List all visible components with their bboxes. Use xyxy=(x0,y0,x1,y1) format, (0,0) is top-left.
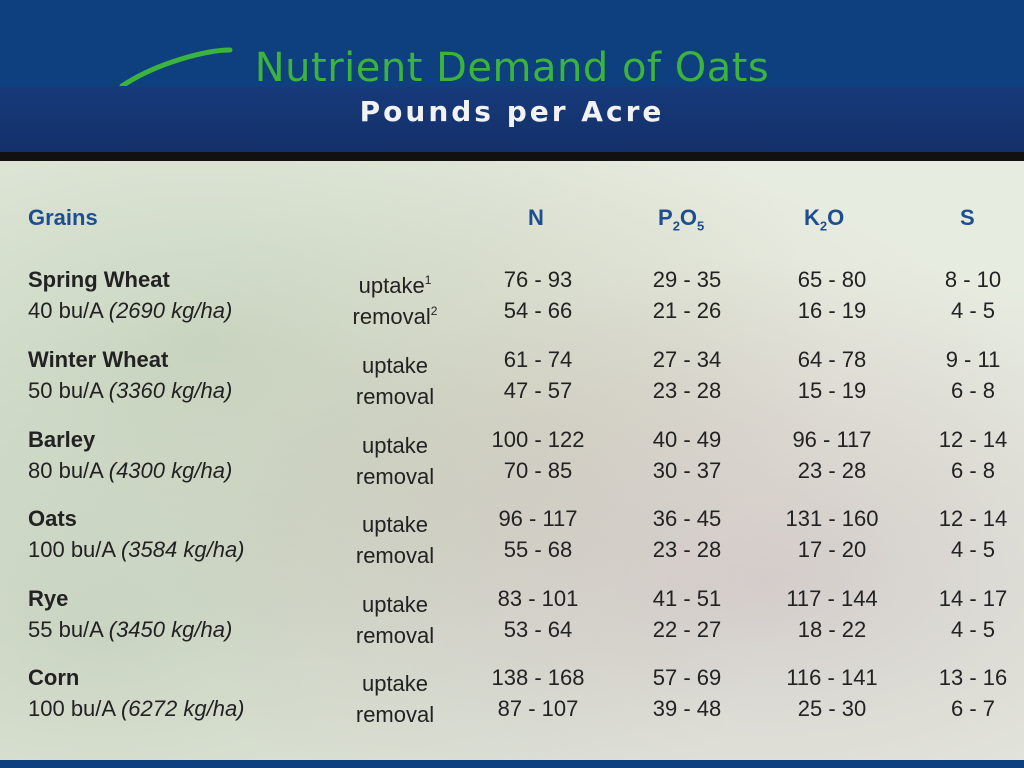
uptake-p2o5-value: 29 - 35 xyxy=(652,267,722,292)
removal-n-value: 55 - 68 xyxy=(503,537,573,562)
uptake-p2o5-value: 57 - 69 xyxy=(652,665,722,690)
removal-p2o5-value: 22 - 27 xyxy=(652,617,722,642)
uptake-s-value: 8 - 10 xyxy=(944,267,1002,292)
grain-yield: 80 bu/A (4300 kg/ha) xyxy=(28,458,233,483)
uptake-k2o-value: 131 - 160 xyxy=(785,506,879,531)
removal-p2o5-value: 21 - 26 xyxy=(652,298,722,323)
removal-n-value: 47 - 57 xyxy=(503,378,573,403)
grain-yield: 50 bu/A (3360 kg/ha) xyxy=(28,378,233,403)
removal-s-value: 4 - 5 xyxy=(950,617,996,642)
uptake-p2o5-value: 36 - 45 xyxy=(652,506,722,531)
uptake-p2o5-value: 27 - 34 xyxy=(652,347,722,372)
uptake-p2o5-value: 41 - 51 xyxy=(652,586,722,611)
uptake-s-value: 9 - 11 xyxy=(945,347,1001,372)
grain-name: Corn xyxy=(28,665,80,690)
footer-band xyxy=(0,760,1024,768)
uptake-label: uptake xyxy=(361,512,429,537)
grain-yield: 100 bu/A (6272 kg/ha) xyxy=(28,696,245,721)
removal-k2o-value: 23 - 28 xyxy=(797,458,867,483)
removal-label: removal xyxy=(355,623,435,648)
grain-name: Rye xyxy=(28,586,69,611)
uptake-k2o-value: 96 - 117 xyxy=(792,427,872,452)
uptake-s-value: 14 - 17 xyxy=(938,586,1008,611)
divider xyxy=(0,152,1024,161)
header-s: S xyxy=(960,205,975,230)
table-row: Winter Wheat 50 bu/A (3360 kg/ha) uptake re… xyxy=(0,345,1024,409)
removal-label: removal xyxy=(355,543,435,568)
swoosh-logo xyxy=(119,47,233,89)
table-row: Oats 100 bu/A (3584 kg/ha) uptake removal 96… xyxy=(0,504,1024,568)
removal-n-value: 53 - 64 xyxy=(503,617,573,642)
grain-yield: 55 bu/A (3450 kg/ha) xyxy=(28,617,233,642)
removal-s-value: 4 - 5 xyxy=(950,537,996,562)
removal-k2o-value: 17 - 20 xyxy=(797,537,867,562)
uptake-k2o-value: 65 - 80 xyxy=(797,267,867,292)
removal-n-value: 87 - 107 xyxy=(497,696,579,721)
removal-k2o-value: 16 - 19 xyxy=(797,298,867,323)
uptake-k2o-value: 116 - 141 xyxy=(786,665,878,690)
header-n: N xyxy=(528,205,544,230)
uptake-n-value: 100 - 122 xyxy=(491,427,585,452)
table-row: Spring Wheat 40 bu/A (2690 kg/ha) uptake1 r… xyxy=(0,265,1024,329)
removal-k2o-value: 15 - 19 xyxy=(797,378,867,403)
removal-p2o5-value: 23 - 28 xyxy=(652,537,722,562)
removal-s-value: 6 - 8 xyxy=(950,378,996,403)
slide-title: Nutrient Demand of Oats xyxy=(254,45,770,91)
grain-yield: 40 bu/A (2690 kg/ha) xyxy=(28,298,233,323)
removal-p2o5-value: 39 - 48 xyxy=(652,696,722,721)
uptake-n-value: 138 - 168 xyxy=(491,665,585,690)
uptake-n-value: 76 - 93 xyxy=(503,267,573,292)
grain-name: Winter Wheat xyxy=(28,347,169,372)
uptake-k2o-value: 117 - 144 xyxy=(786,586,878,611)
uptake-p2o5-value: 40 - 49 xyxy=(652,427,722,452)
table-panel xyxy=(0,161,1024,760)
uptake-k2o-value: 64 - 78 xyxy=(797,347,867,372)
grain-name: Barley xyxy=(28,427,96,452)
table-row: Rye 55 bu/A (3450 kg/ha) uptake removal 83 -… xyxy=(0,584,1024,648)
header-k2o: K2O xyxy=(804,205,845,234)
slide-subtitle: Pounds per Acre xyxy=(359,95,665,128)
grain-name: Spring Wheat xyxy=(28,267,170,292)
removal-label: removal xyxy=(355,464,435,489)
removal-p2o5-value: 23 - 28 xyxy=(652,378,722,403)
uptake-s-value: 12 - 14 xyxy=(938,427,1008,452)
removal-n-value: 70 - 85 xyxy=(503,458,573,483)
subtitle-band xyxy=(0,86,1024,152)
header-p2o5: P2O5 xyxy=(658,205,705,234)
removal-s-value: 6 - 7 xyxy=(950,696,996,721)
header-band xyxy=(0,0,1024,86)
uptake-n-value: 61 - 74 xyxy=(503,347,573,372)
uptake-s-value: 12 - 14 xyxy=(938,506,1008,531)
removal-label: removal xyxy=(355,384,435,409)
grain-name: Oats xyxy=(28,506,77,531)
uptake-label: uptake xyxy=(361,353,429,378)
removal-label: removal xyxy=(355,702,435,727)
removal-n-value: 54 - 66 xyxy=(503,298,573,323)
removal-label: removal2 xyxy=(352,304,438,329)
removal-s-value: 6 - 8 xyxy=(950,458,996,483)
uptake-n-value: 96 - 117 xyxy=(498,506,578,531)
removal-p2o5-value: 30 - 37 xyxy=(652,458,722,483)
table-row: Corn 100 bu/A (6272 kg/ha) uptake removal 13… xyxy=(0,663,1024,727)
uptake-s-value: 13 - 16 xyxy=(938,665,1008,690)
uptake-n-value: 83 - 101 xyxy=(497,586,579,611)
header-grains: Grains xyxy=(28,205,98,230)
table-row: Barley 80 bu/A (4300 kg/ha) uptake removal 1… xyxy=(0,425,1024,489)
removal-k2o-value: 18 - 22 xyxy=(797,617,867,642)
removal-k2o-value: 25 - 30 xyxy=(797,696,867,721)
removal-s-value: 4 - 5 xyxy=(950,298,996,323)
uptake-label: uptake xyxy=(361,433,429,458)
uptake-label: uptake1 xyxy=(358,273,432,298)
grain-yield: 100 bu/A (3584 kg/ha) xyxy=(28,537,245,562)
uptake-label: uptake xyxy=(361,671,429,696)
uptake-label: uptake xyxy=(361,592,429,617)
